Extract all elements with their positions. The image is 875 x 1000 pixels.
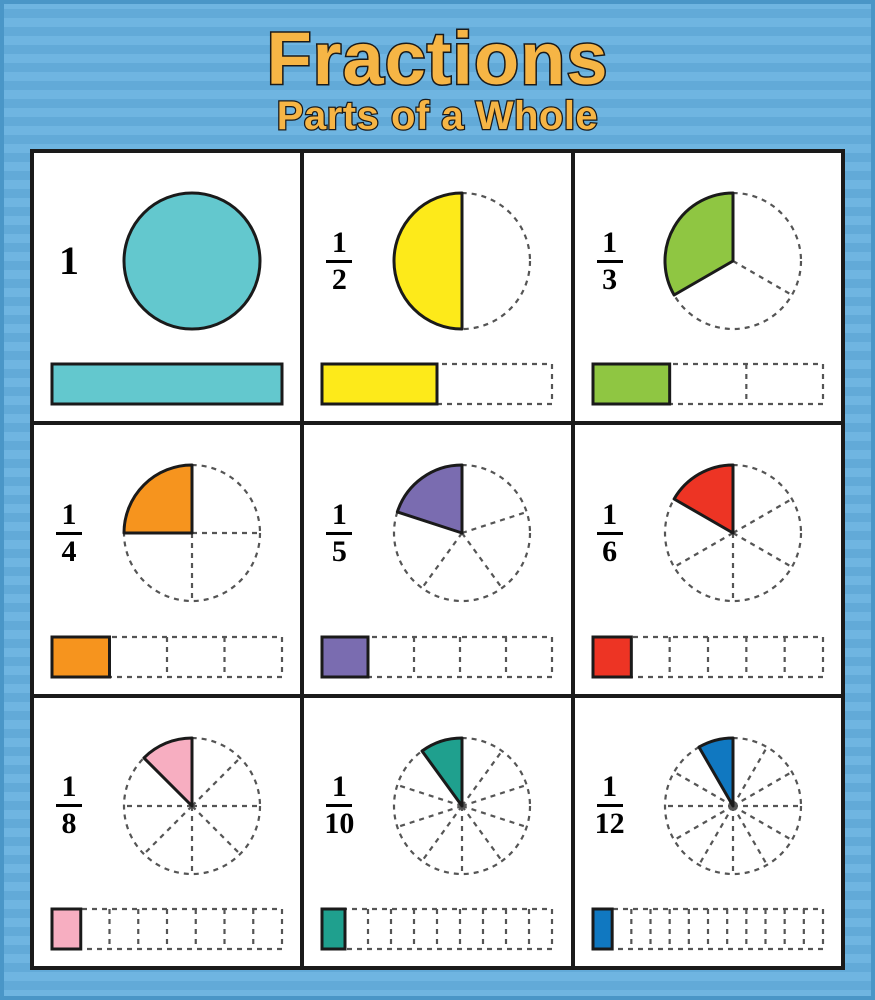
fraction-denominator: 2: [330, 265, 349, 295]
fraction-numerator: 1: [600, 500, 619, 530]
fraction-label: 16: [585, 500, 635, 567]
bar-holder: [585, 634, 831, 680]
fraction-cell: 112: [575, 698, 841, 966]
bar-holder: [44, 361, 290, 407]
fraction-label: 13: [585, 228, 635, 295]
bar-diagram: [49, 361, 285, 407]
title-block: Fractions Parts of a Whole: [30, 22, 845, 139]
pie-diagram: [377, 176, 547, 346]
fraction-numerator: 1: [60, 772, 79, 802]
pie-holder: [94, 721, 290, 891]
fraction-label: 14: [44, 500, 94, 567]
cell-top-row: 112: [585, 712, 831, 900]
fraction-cell: 16: [575, 425, 841, 693]
fraction-denominator: 6: [600, 537, 619, 567]
bar-diagram: [590, 634, 826, 680]
bar-diagram: [49, 634, 285, 680]
pie-holder: [364, 721, 560, 891]
fraction-label: 18: [44, 772, 94, 839]
fraction-denominator: 8: [60, 809, 79, 839]
pie-diagram: [107, 721, 277, 891]
bar-holder: [314, 361, 560, 407]
fraction-numerator: 1: [600, 772, 619, 802]
fraction-denominator: 12: [593, 809, 627, 839]
fraction-numerator: 1: [600, 228, 619, 258]
fractions-poster: Fractions Parts of a Whole 1121314151618…: [0, 0, 875, 1000]
bar-holder: [585, 906, 831, 952]
pie-holder: [364, 176, 560, 346]
bar-holder: [44, 634, 290, 680]
fraction-whole: 1: [57, 241, 81, 281]
bar-holder: [44, 906, 290, 952]
cell-top-row: 12: [314, 167, 560, 355]
fraction-label: 12: [314, 228, 364, 295]
bar-diagram: [319, 906, 555, 952]
bar-diagram: [319, 634, 555, 680]
cell-top-row: 13: [585, 167, 831, 355]
fraction-label: 110: [314, 772, 364, 839]
fraction-cell: 15: [304, 425, 570, 693]
pie-holder: [635, 448, 831, 618]
fraction-numerator: 1: [330, 228, 349, 258]
pie-diagram: [377, 721, 547, 891]
fraction-grid: 1121314151618110112: [30, 149, 845, 970]
fraction-denominator: 10: [322, 809, 356, 839]
fraction-numerator: 1: [330, 772, 349, 802]
fraction-label: 15: [314, 500, 364, 567]
title-sub: Parts of a Whole: [30, 94, 845, 139]
pie-holder: [635, 721, 831, 891]
fraction-cell: 18: [34, 698, 300, 966]
bar-diagram: [49, 906, 285, 952]
pie-holder: [94, 176, 290, 346]
fraction-cell: 12: [304, 153, 570, 421]
fraction-numerator: 1: [60, 500, 79, 530]
fraction-denominator: 4: [60, 537, 79, 567]
pie-diagram: [648, 176, 818, 346]
pie-diagram: [648, 721, 818, 891]
cell-top-row: 15: [314, 439, 560, 627]
fraction-denominator: 3: [600, 265, 619, 295]
pie-holder: [364, 448, 560, 618]
fraction-cell: 14: [34, 425, 300, 693]
cell-top-row: 110: [314, 712, 560, 900]
title-main: Fractions: [30, 22, 845, 96]
fraction-label: 1: [44, 241, 94, 281]
bar-diagram: [590, 361, 826, 407]
bar-diagram: [590, 906, 826, 952]
cell-top-row: 18: [44, 712, 290, 900]
bar-holder: [314, 906, 560, 952]
pie-diagram: [107, 176, 277, 346]
fraction-cell: 13: [575, 153, 841, 421]
fraction-numerator: 1: [330, 500, 349, 530]
pie-holder: [94, 448, 290, 618]
bar-holder: [314, 634, 560, 680]
fraction-label: 112: [585, 772, 635, 839]
pie-holder: [635, 176, 831, 346]
bar-diagram: [319, 361, 555, 407]
pie-diagram: [107, 448, 277, 618]
fraction-cell: 110: [304, 698, 570, 966]
cell-top-row: 16: [585, 439, 831, 627]
pie-diagram: [648, 448, 818, 618]
pie-diagram: [377, 448, 547, 618]
fraction-denominator: 5: [330, 537, 349, 567]
bar-holder: [585, 361, 831, 407]
fraction-cell: 1: [34, 153, 300, 421]
cell-top-row: 14: [44, 439, 290, 627]
cell-top-row: 1: [44, 167, 290, 355]
